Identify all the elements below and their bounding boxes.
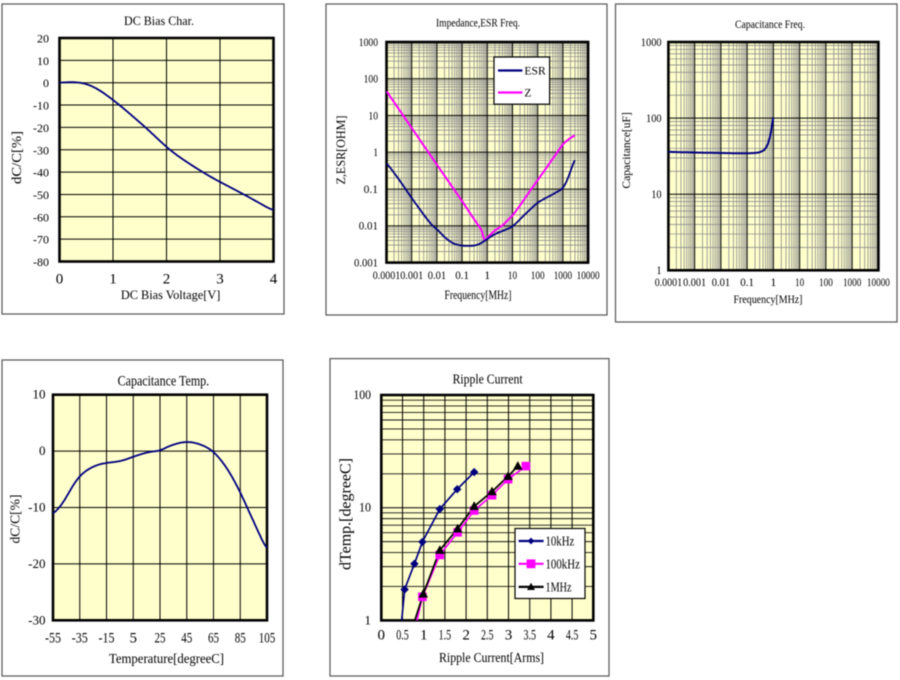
- svg-text:-35: -35: [72, 631, 88, 647]
- svg-text:dTemp.[degreeC]: dTemp.[degreeC]: [338, 458, 355, 570]
- svg-text:10: 10: [359, 500, 371, 515]
- svg-text:100: 100: [364, 72, 378, 86]
- svg-text:1: 1: [109, 272, 117, 288]
- svg-text:Capacitance Freq.: Capacitance Freq.: [735, 19, 805, 31]
- svg-text:1.5: 1.5: [439, 628, 452, 644]
- svg-text:1: 1: [420, 628, 428, 644]
- svg-text:-70: -70: [33, 233, 49, 247]
- svg-text:0.1: 0.1: [455, 268, 469, 282]
- svg-text:-60: -60: [33, 210, 49, 224]
- svg-text:1000: 1000: [641, 35, 662, 49]
- svg-text:0: 0: [56, 272, 64, 288]
- svg-text:-55: -55: [45, 631, 61, 647]
- svg-text:-30: -30: [28, 612, 45, 627]
- svg-text:Frequency[MHz]: Frequency[MHz]: [734, 292, 803, 306]
- svg-text:4.5: 4.5: [566, 628, 579, 644]
- svg-text:100kHz: 100kHz: [546, 558, 580, 573]
- svg-text:10kHz: 10kHz: [546, 535, 575, 550]
- svg-text:Frequency[MHz]: Frequency[MHz]: [445, 288, 512, 302]
- svg-text:Impedance,ESR Freq.: Impedance,ESR Freq.: [436, 18, 520, 30]
- svg-text:-20: -20: [33, 121, 49, 135]
- svg-text:-30: -30: [33, 143, 49, 157]
- svg-text:0.1: 0.1: [740, 275, 754, 289]
- svg-text:-15: -15: [99, 631, 115, 647]
- svg-text:100: 100: [819, 275, 833, 289]
- svg-text:1000: 1000: [554, 268, 572, 282]
- svg-text:4: 4: [547, 628, 555, 644]
- svg-text:-20: -20: [28, 556, 45, 571]
- svg-text:10: 10: [795, 275, 804, 289]
- svg-text:25: 25: [155, 631, 166, 647]
- svg-text:1: 1: [484, 268, 490, 282]
- svg-text:0.1: 0.1: [364, 182, 378, 196]
- svg-text:10: 10: [508, 268, 517, 282]
- svg-text:Capacitance[uF]: Capacitance[uF]: [619, 112, 633, 189]
- svg-text:1: 1: [770, 275, 776, 289]
- svg-text:DC Bias Voltage[V]: DC Bias Voltage[V]: [121, 287, 221, 302]
- svg-text:Capacitance Temp.: Capacitance Temp.: [118, 373, 210, 389]
- svg-text:0: 0: [378, 628, 386, 644]
- svg-text:Z,ESR[OHM]: Z,ESR[OHM]: [333, 116, 348, 185]
- svg-text:5: 5: [590, 628, 598, 644]
- svg-text:-10: -10: [33, 99, 49, 113]
- svg-text:-40: -40: [33, 166, 49, 180]
- svg-text:0.5: 0.5: [396, 628, 409, 644]
- svg-text:45: 45: [181, 631, 192, 647]
- svg-text:85: 85: [235, 631, 246, 647]
- svg-text:dC/C[%]: dC/C[%]: [9, 131, 24, 184]
- svg-text:1000: 1000: [843, 275, 861, 289]
- svg-text:-10: -10: [28, 500, 45, 515]
- svg-text:Temperature[degreeC]: Temperature[degreeC]: [109, 652, 224, 667]
- svg-text:3.5: 3.5: [523, 628, 536, 644]
- svg-text:1: 1: [365, 612, 372, 627]
- svg-text:0.001: 0.001: [354, 255, 378, 269]
- svg-text:0.0001: 0.0001: [373, 268, 400, 282]
- svg-text:100: 100: [353, 387, 371, 402]
- svg-text:65: 65: [208, 631, 219, 647]
- svg-text:10: 10: [368, 108, 378, 122]
- svg-text:0.01: 0.01: [428, 268, 446, 282]
- svg-text:ESR: ESR: [524, 66, 546, 78]
- svg-text:10000: 10000: [577, 268, 600, 282]
- svg-text:0.001: 0.001: [400, 268, 423, 282]
- svg-text:2: 2: [462, 628, 470, 644]
- svg-text:0.01: 0.01: [359, 219, 378, 233]
- svg-text:2: 2: [163, 272, 171, 288]
- svg-text:10000: 10000: [867, 275, 890, 289]
- svg-text:-50: -50: [33, 188, 49, 202]
- svg-text:-80: -80: [33, 255, 49, 269]
- svg-text:2.5: 2.5: [481, 628, 494, 644]
- svg-text:1: 1: [656, 263, 661, 277]
- svg-text:10: 10: [33, 387, 46, 402]
- svg-text:Ripple Current[Arms]: Ripple Current[Arms]: [439, 651, 544, 666]
- svg-text:10: 10: [651, 187, 661, 201]
- svg-text:3: 3: [216, 272, 224, 288]
- svg-text:Ripple Current: Ripple Current: [453, 373, 523, 388]
- svg-text:Z: Z: [524, 88, 531, 100]
- svg-text:1000: 1000: [359, 35, 378, 49]
- svg-text:1MHz: 1MHz: [546, 581, 572, 596]
- svg-text:100: 100: [646, 111, 662, 125]
- svg-text:DC Bias Char.: DC Bias Char.: [124, 13, 194, 28]
- svg-text:100: 100: [531, 268, 545, 282]
- svg-text:dC/C[%]: dC/C[%]: [8, 495, 23, 544]
- svg-text:4: 4: [270, 272, 278, 288]
- svg-text:0.01: 0.01: [712, 275, 730, 289]
- svg-text:0: 0: [43, 76, 49, 90]
- svg-text:20: 20: [37, 32, 49, 46]
- svg-text:10: 10: [37, 54, 49, 68]
- svg-text:0: 0: [39, 443, 46, 458]
- svg-text:0.0001: 0.0001: [655, 275, 682, 289]
- svg-text:0.001: 0.001: [683, 275, 706, 289]
- svg-text:5: 5: [130, 631, 138, 647]
- svg-text:3: 3: [505, 628, 513, 644]
- svg-text:105: 105: [259, 631, 276, 647]
- svg-text:1: 1: [373, 145, 378, 159]
